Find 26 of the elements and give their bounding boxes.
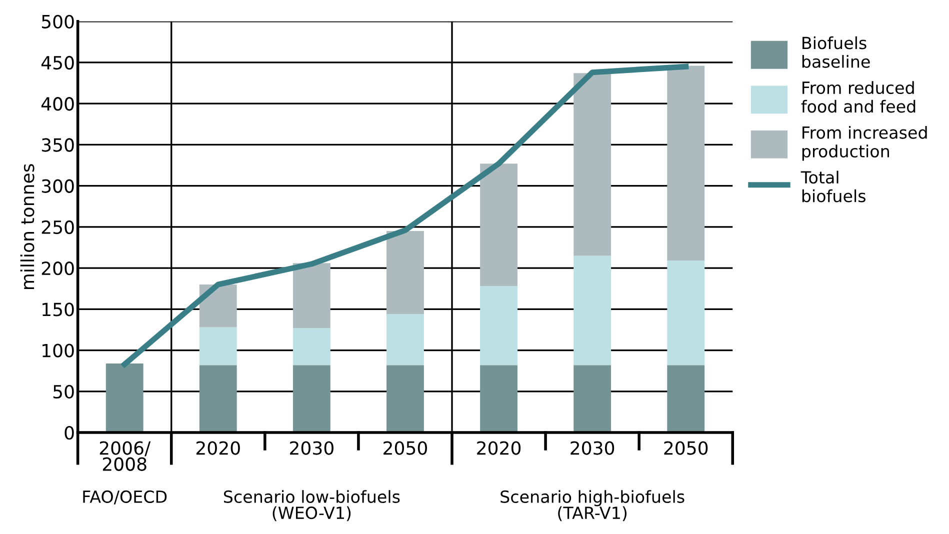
y-tick-label: 250 [42, 220, 74, 234]
y-tick-label: 350 [42, 138, 74, 152]
y-axis-title: million tonnes [20, 164, 34, 290]
x-tick-label: 2050 [384, 441, 427, 455]
y-tick-label: 300 [42, 179, 74, 193]
legend-label: Biofuels baseline [802, 36, 870, 68]
x-tick-label: 2020 [196, 441, 240, 455]
y-tick-label: 450 [41, 56, 74, 70]
y-tick-label: 500 [42, 14, 74, 28]
legend-label: Total biofuels [800, 170, 866, 202]
x-tick-label: 2030 [570, 441, 614, 455]
y-tick-label: 200 [42, 262, 74, 276]
text: Scenario high-biofuels (TAR-V1) [500, 490, 684, 522]
y-tick-label: 150 [42, 302, 74, 316]
x-tick-label: 2020 [477, 441, 521, 455]
y-tick-label: 100 [42, 344, 74, 358]
legend-label: From increased production [802, 126, 927, 161]
legend-label: From reduced food and feed [801, 81, 916, 113]
x-tick-label: 2050 [664, 441, 708, 455]
y-tick-label: 400 [41, 97, 74, 111]
x-tick-label: 2006/ 2008 [100, 441, 151, 471]
text: FAO/OECD [83, 490, 167, 504]
text: Scenario low-biofuels (WEO-V1) [224, 490, 400, 522]
y-tick-label: 50 [53, 384, 74, 399]
x-tick-label: 2030 [290, 441, 334, 455]
y-tick-label: 0 [64, 426, 74, 440]
